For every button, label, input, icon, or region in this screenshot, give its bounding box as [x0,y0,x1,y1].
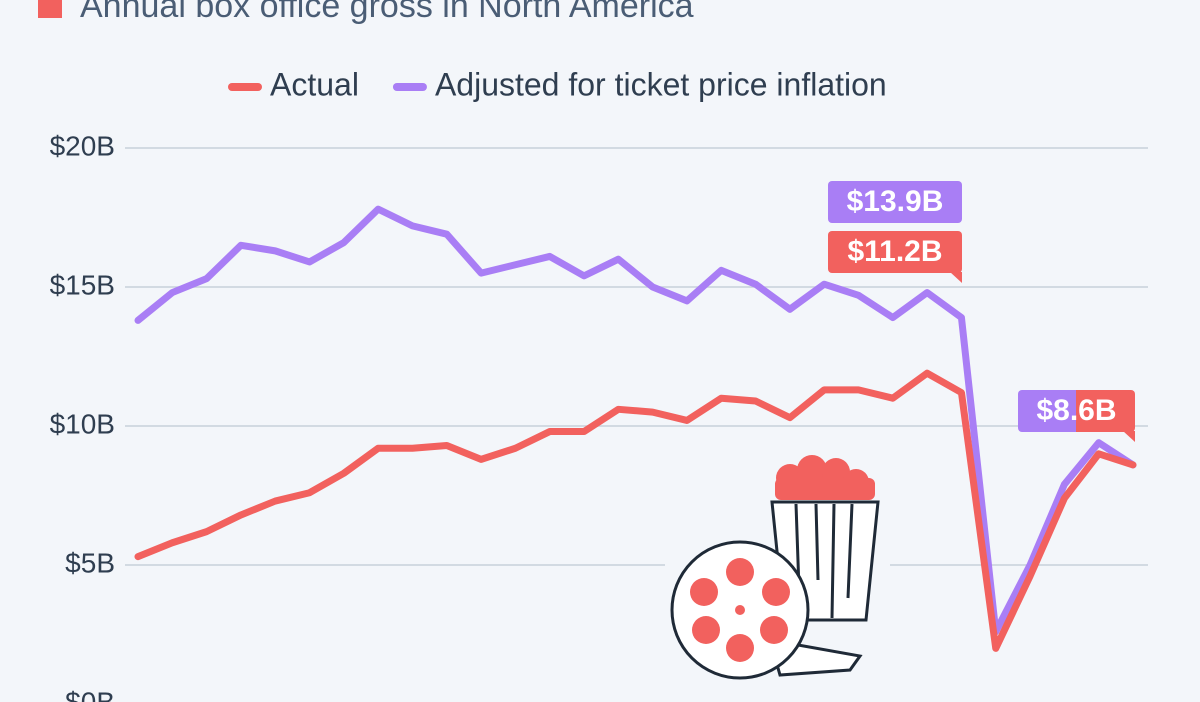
value-label-text: $8.6B [1036,394,1116,427]
value-label: $8.6B [1036,390,1135,442]
y-tick-label: $5B [65,547,115,578]
value-label-text: $11.2B [847,235,942,268]
value-label-box [828,231,962,273]
y-tick-label: $10B [50,408,115,439]
series-line [134,205,1137,636]
value-label: $13.9B [828,181,962,223]
popcorn-film-icon [665,455,890,702]
title-marker [38,0,62,18]
value-label-box [1018,390,1076,432]
y-tick-label: $20B [50,130,115,161]
value-label-tail [1123,431,1135,442]
value-label-box [1076,390,1135,432]
legend-label: Actual [270,66,359,102]
value-label: $11.2B [828,231,962,283]
value-label-text: $8.6B [1036,394,1116,427]
legend-label: Adjusted for ticket price inflation [435,66,887,102]
value-label: $8.6B [1018,390,1116,432]
y-tick-label: $0B [65,686,115,702]
value-label-tail [950,272,962,283]
series-line [134,369,1137,652]
value-label-box [828,181,962,223]
chart-title: Annual box office gross in North America [80,0,694,25]
value-label-text: $13.9B [847,185,944,218]
y-tick-label: $15B [50,269,115,300]
